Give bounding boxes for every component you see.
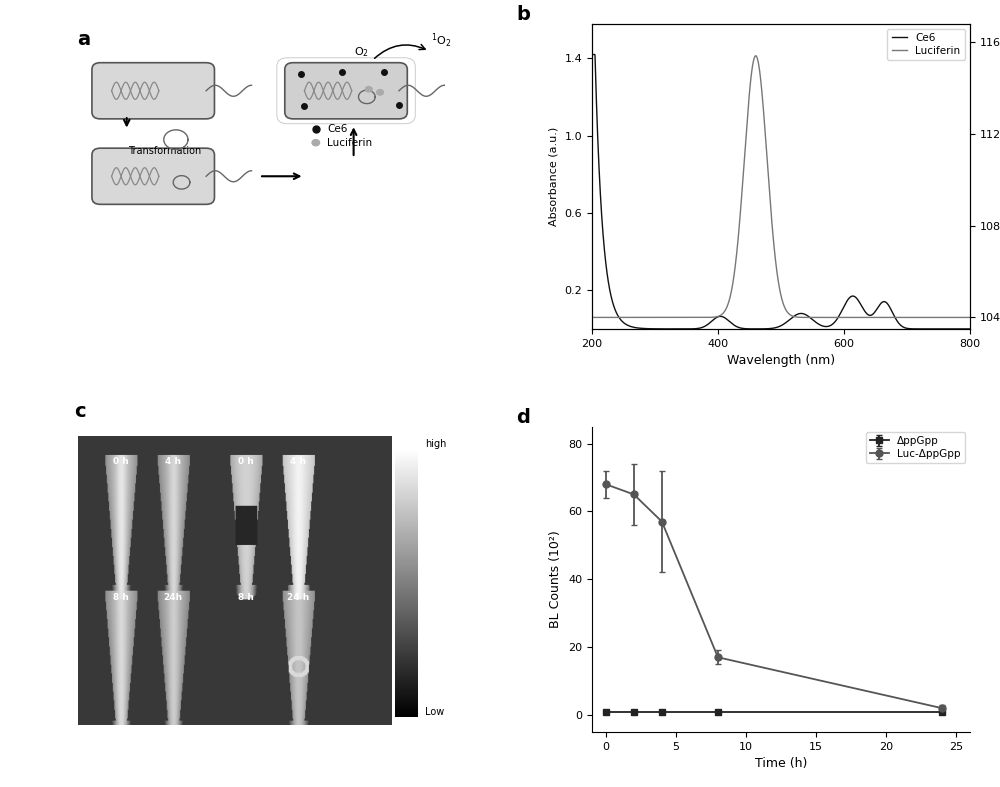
Text: O$_2$: O$_2$ [354, 45, 369, 59]
Legend: ΔppGpp, Luc-ΔppGpp: ΔppGpp, Luc-ΔppGpp [866, 432, 965, 464]
Ce6 [770, 323, 782, 332]
Luciferin [770, 259, 782, 268]
Luciferin [586, 312, 598, 322]
X-axis label: Wavelength (nm): Wavelength (nm) [727, 354, 835, 368]
Text: a: a [78, 30, 91, 49]
Circle shape [365, 87, 372, 92]
Ce6 [964, 324, 976, 334]
Ce6 [760, 324, 772, 334]
Line: Luciferin: Luciferin [592, 56, 970, 317]
Ce6 [586, 50, 598, 59]
Text: Luc-ΔppGpp: Luc-ΔppGpp [259, 436, 335, 449]
Circle shape [312, 139, 320, 146]
Ce6 [953, 324, 965, 334]
Text: ΔppGpp: ΔppGpp [128, 436, 178, 449]
Y-axis label: BL Counts (10²): BL Counts (10²) [549, 530, 562, 628]
FancyBboxPatch shape [92, 148, 214, 205]
Text: high: high [425, 439, 447, 449]
Luciferin [953, 312, 965, 322]
Luciferin [750, 51, 762, 61]
FancyBboxPatch shape [92, 63, 214, 119]
Y-axis label: Absorbance (a.u.): Absorbance (a.u.) [549, 127, 559, 226]
Circle shape [377, 90, 383, 95]
Luciferin [964, 312, 976, 322]
Text: $^1$O$_2$: $^1$O$_2$ [431, 31, 451, 50]
FancyBboxPatch shape [285, 63, 407, 119]
Legend: Ce6, Luciferin: Ce6, Luciferin [887, 29, 965, 61]
Luciferin [884, 312, 896, 322]
Text: Ce6: Ce6 [327, 124, 348, 134]
Text: Luciferin: Luciferin [327, 138, 372, 148]
Luciferin [760, 138, 772, 147]
Luciferin [953, 312, 965, 322]
Ce6 [953, 324, 965, 334]
Text: b: b [516, 6, 530, 24]
Luciferin [605, 312, 617, 322]
X-axis label: Time (h): Time (h) [755, 757, 807, 770]
Text: Transformation: Transformation [128, 146, 201, 156]
Line: Ce6: Ce6 [592, 54, 970, 329]
Text: c: c [74, 401, 85, 420]
Ce6 [605, 292, 617, 301]
Text: Low: Low [425, 707, 445, 717]
Text: d: d [516, 408, 530, 427]
Ce6 [884, 302, 896, 312]
